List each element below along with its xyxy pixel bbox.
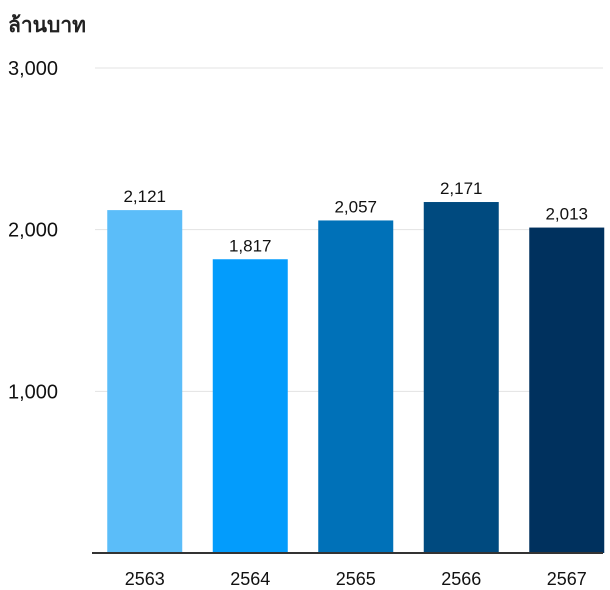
x-tick-label: 2563	[125, 569, 165, 589]
bar-2566	[423, 202, 499, 553]
data-label: 2,057	[334, 197, 377, 216]
x-axis-ticks: 2563 2564 2565 2566 2567	[125, 569, 587, 589]
data-labels: 2,121 1,817 2,057 2,171 2,013	[123, 179, 588, 255]
bar-2565	[318, 220, 394, 553]
bar-2564	[212, 259, 288, 553]
y-tick-label: 2,000	[8, 220, 58, 242]
y-tick-label: 3,000	[8, 58, 58, 80]
y-tick-label: 1,000	[8, 381, 58, 403]
data-label: 2,013	[545, 205, 588, 224]
bar-2563	[107, 210, 183, 554]
x-tick-label: 2565	[336, 569, 376, 589]
x-tick-label: 2567	[547, 569, 587, 589]
y-axis-unit-label: ล้านบาท	[8, 13, 86, 37]
data-label: 1,817	[229, 236, 272, 255]
bar-2567	[529, 227, 605, 553]
x-tick-label: 2564	[230, 569, 270, 589]
bars	[107, 202, 605, 554]
y-axis-ticks: 1,000 2,000 3,000	[8, 58, 58, 403]
data-label: 2,121	[123, 187, 166, 206]
x-tick-label: 2566	[441, 569, 481, 589]
data-label: 2,171	[440, 179, 483, 198]
